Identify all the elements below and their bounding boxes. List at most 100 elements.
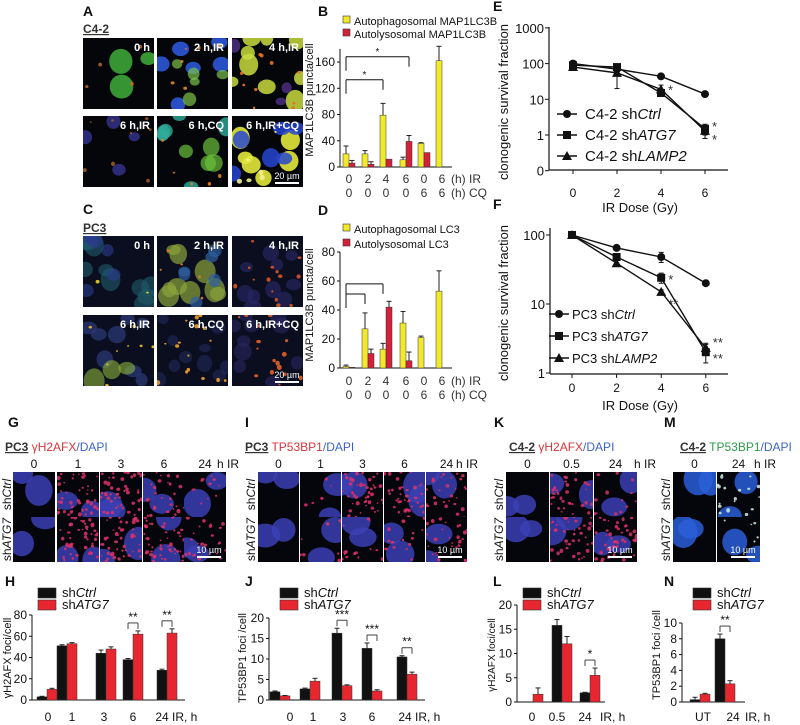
focus — [167, 481, 169, 484]
bar — [342, 366, 350, 369]
focus — [210, 475, 213, 478]
focus — [453, 502, 457, 506]
gene-name: Ctrl — [318, 585, 339, 600]
focus — [171, 517, 175, 519]
tile-content — [13, 472, 53, 506]
cell — [83, 321, 98, 335]
focus — [90, 544, 94, 548]
micrograph-tile — [143, 472, 185, 517]
focus — [71, 477, 74, 480]
focus — [302, 553, 306, 557]
focus — [137, 489, 140, 492]
x-tick-label: 0 — [383, 388, 390, 402]
tile-content — [100, 472, 142, 517]
cell — [111, 161, 115, 167]
significance-label: * — [588, 647, 593, 661]
cell — [129, 81, 134, 86]
focus — [387, 527, 391, 532]
focus — [221, 521, 225, 526]
focus — [591, 541, 593, 545]
cell — [118, 361, 136, 375]
legend-label: shATG7 — [547, 597, 594, 612]
focus — [555, 523, 558, 526]
focus — [381, 502, 383, 504]
focus — [420, 482, 423, 485]
legend-label: shCtrl — [304, 585, 339, 600]
focus — [451, 542, 454, 544]
focus — [591, 525, 593, 528]
focus — [572, 554, 576, 559]
focus — [169, 497, 172, 501]
marker-triangle — [567, 230, 577, 239]
x-tick-label: 6 — [421, 388, 428, 402]
focus — [565, 483, 570, 487]
focus — [567, 528, 569, 531]
focus — [131, 528, 135, 531]
focus — [723, 519, 726, 522]
column-label: 24 — [732, 457, 746, 471]
x-tick-label: 0 — [365, 388, 372, 402]
focus — [72, 473, 75, 476]
cell — [258, 52, 263, 57]
legend-swatch — [522, 599, 542, 611]
focus — [196, 542, 199, 545]
micrograph-tile — [57, 517, 99, 562]
cell — [292, 101, 296, 105]
gene-name: Ctrl — [492, 478, 506, 497]
focus — [409, 472, 412, 473]
focus — [366, 517, 371, 521]
gene-name: Ctrl — [561, 585, 582, 600]
marker-triangle — [612, 67, 622, 77]
focus — [430, 518, 435, 524]
legend-label: Autophagosomal MAP1LC3B — [354, 16, 497, 28]
cell — [274, 130, 277, 134]
cell — [157, 124, 171, 141]
cell — [185, 319, 188, 322]
gene-name: Ctrl — [615, 307, 636, 322]
focus — [343, 553, 346, 556]
gene-name: ATG7 — [0, 517, 14, 550]
focus — [87, 552, 91, 555]
focus — [457, 544, 461, 547]
focus — [86, 489, 89, 491]
focus — [416, 501, 419, 504]
focus — [164, 531, 168, 534]
focus — [131, 520, 136, 525]
focus — [342, 557, 344, 561]
cell — [252, 278, 255, 281]
gene-name: ATG7 — [560, 597, 595, 612]
focus — [586, 543, 589, 546]
focus — [304, 503, 308, 507]
focus — [632, 529, 637, 534]
focus — [589, 517, 593, 519]
row-label: shCtrl — [492, 478, 506, 510]
cell — [251, 239, 255, 243]
cell — [112, 163, 126, 176]
focus — [458, 539, 462, 544]
x-tick-label: 4 — [383, 374, 390, 388]
cell — [275, 360, 280, 366]
focus — [359, 511, 362, 514]
cell — [211, 321, 226, 334]
significance-label: ** — [128, 610, 138, 624]
x-tick-label: 0 — [365, 186, 372, 200]
focus — [60, 490, 62, 493]
cell — [296, 274, 301, 279]
marker-triangle — [562, 151, 572, 160]
nucleus — [13, 472, 34, 484]
tile-condition-label: 0 h — [134, 240, 150, 252]
bar — [309, 680, 321, 701]
bar — [166, 632, 178, 701]
focus — [410, 536, 414, 540]
cell — [287, 121, 303, 135]
bar — [724, 683, 736, 703]
tile-condition-label: 2 h,IR — [194, 240, 224, 252]
focus — [138, 543, 141, 546]
micrograph-tile — [673, 472, 716, 517]
significance-label: ** — [162, 608, 172, 622]
focus — [419, 484, 422, 487]
x-tick-label: 2 — [613, 381, 620, 395]
legend-label: PC3 shCtrl — [572, 307, 636, 322]
y-tick-label: 0 — [505, 695, 512, 709]
focus — [550, 548, 554, 552]
